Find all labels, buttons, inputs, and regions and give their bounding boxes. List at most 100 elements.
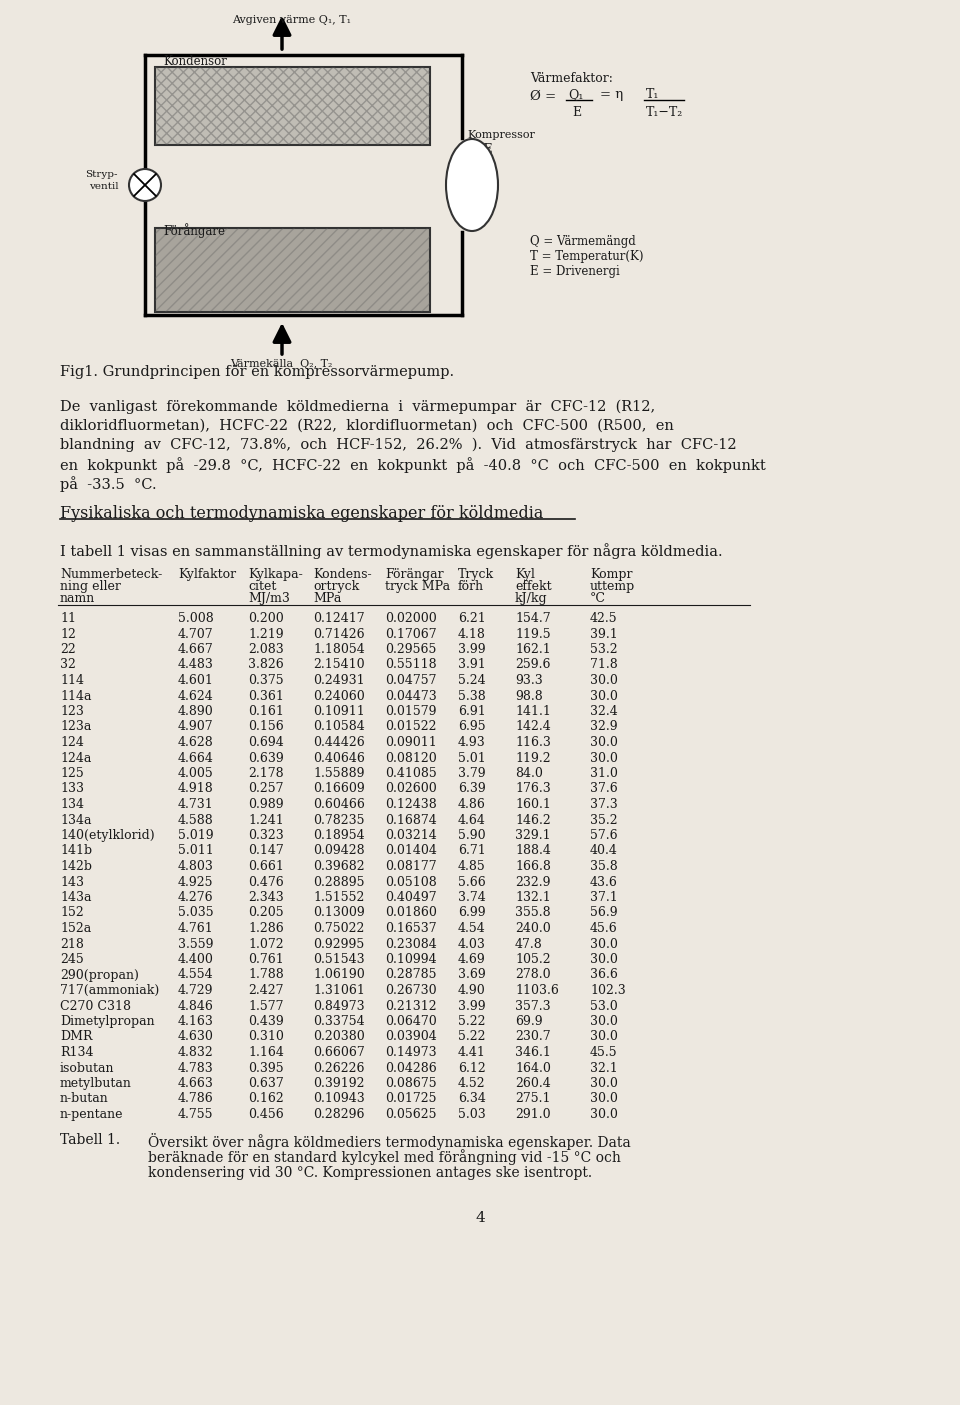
Text: 0.33754: 0.33754 (313, 1014, 365, 1028)
Text: 4.664: 4.664 (178, 752, 214, 764)
Text: 0.21312: 0.21312 (385, 999, 437, 1013)
Text: 0.162: 0.162 (248, 1093, 284, 1106)
Text: 0.28785: 0.28785 (385, 968, 437, 982)
Text: 0.04757: 0.04757 (385, 674, 437, 687)
Text: blandning  av  CFC-12,  73.8%,  och  HCF-152,  26.2%  ).  Vid  atmosfärstryck  h: blandning av CFC-12, 73.8%, och HCF-152,… (60, 438, 736, 452)
Text: 0.84973: 0.84973 (313, 999, 365, 1013)
Text: 0.04286: 0.04286 (385, 1062, 437, 1075)
Text: 4.69: 4.69 (458, 953, 486, 967)
Text: 47.8: 47.8 (515, 937, 542, 951)
Text: R134: R134 (60, 1045, 93, 1059)
Text: 0.06470: 0.06470 (385, 1014, 437, 1028)
Text: 6.91: 6.91 (458, 705, 486, 718)
Text: 53.0: 53.0 (590, 999, 617, 1013)
Text: 1.164: 1.164 (248, 1045, 284, 1059)
Text: 4.41: 4.41 (458, 1045, 486, 1059)
Text: 0.39682: 0.39682 (313, 860, 365, 873)
Text: 357.3: 357.3 (515, 999, 551, 1013)
Text: 4.803: 4.803 (178, 860, 214, 873)
Text: 4.03: 4.03 (458, 937, 486, 951)
Text: 1.577: 1.577 (248, 999, 283, 1013)
Text: Ø =: Ø = (530, 90, 556, 103)
Text: n-pentane: n-pentane (60, 1109, 124, 1121)
Text: 30.0: 30.0 (590, 736, 618, 749)
Text: T₁: T₁ (646, 89, 660, 101)
Text: 4.85: 4.85 (458, 860, 486, 873)
Text: 152a: 152a (60, 922, 91, 934)
Text: 32: 32 (60, 659, 76, 672)
Text: 4.846: 4.846 (178, 999, 214, 1013)
Text: 4: 4 (475, 1211, 485, 1225)
Text: 3.74: 3.74 (458, 891, 486, 903)
Text: 0.10994: 0.10994 (385, 953, 437, 967)
Text: 4.667: 4.667 (178, 643, 214, 656)
Text: 69.9: 69.9 (515, 1014, 542, 1028)
Text: ortryck: ortryck (313, 580, 359, 593)
Text: namn: namn (60, 592, 95, 606)
Text: 30.0: 30.0 (590, 1109, 618, 1121)
Text: 346.1: 346.1 (515, 1045, 551, 1059)
Text: 4.755: 4.755 (178, 1109, 213, 1121)
Text: 2.15410: 2.15410 (313, 659, 365, 672)
Text: 3.826: 3.826 (248, 659, 284, 672)
Text: 143a: 143a (60, 891, 91, 903)
Text: 355.8: 355.8 (515, 906, 551, 919)
Text: 119.2: 119.2 (515, 752, 551, 764)
Text: 30.0: 30.0 (590, 953, 618, 967)
Text: 4.628: 4.628 (178, 736, 214, 749)
Text: 0.16537: 0.16537 (385, 922, 437, 934)
Text: Stryp-: Stryp- (85, 170, 117, 178)
Text: 125: 125 (60, 767, 84, 780)
Text: 3.79: 3.79 (458, 767, 486, 780)
Text: 4.729: 4.729 (178, 983, 213, 998)
Text: 140(etylklorid): 140(etylklorid) (60, 829, 155, 842)
Text: 5.22: 5.22 (458, 1030, 486, 1044)
Text: 5.011: 5.011 (178, 844, 214, 857)
Text: ←E: ←E (474, 143, 493, 156)
Text: 84.0: 84.0 (515, 767, 542, 780)
Text: 4.624: 4.624 (178, 690, 214, 702)
Text: 4.18: 4.18 (458, 628, 486, 641)
Text: 143: 143 (60, 875, 84, 888)
Text: 123a: 123a (60, 721, 91, 733)
Text: 0.39192: 0.39192 (313, 1078, 365, 1090)
Text: 0.08177: 0.08177 (385, 860, 437, 873)
Text: 1.06190: 1.06190 (313, 968, 365, 982)
Text: 0.01725: 0.01725 (385, 1093, 437, 1106)
Text: 30.0: 30.0 (590, 1014, 618, 1028)
Text: 0.761: 0.761 (248, 953, 284, 967)
Text: 0.71426: 0.71426 (313, 628, 365, 641)
Text: 56.9: 56.9 (590, 906, 617, 919)
Text: 134a: 134a (60, 813, 91, 826)
Text: 57.6: 57.6 (590, 829, 617, 842)
Text: 114a: 114a (60, 690, 91, 702)
Text: 176.3: 176.3 (515, 783, 551, 795)
Text: Fig1. Grundprincipen för en kompressorvärmepump.: Fig1. Grundprincipen för en kompressorvä… (60, 365, 454, 379)
Text: 6.95: 6.95 (458, 721, 486, 733)
Text: MJ/m3: MJ/m3 (248, 592, 290, 606)
Text: 218: 218 (60, 937, 84, 951)
Text: 0.694: 0.694 (248, 736, 284, 749)
Text: 30.0: 30.0 (590, 690, 618, 702)
Text: 0.02000: 0.02000 (385, 613, 437, 625)
Text: 11: 11 (60, 613, 76, 625)
Text: 0.17067: 0.17067 (385, 628, 437, 641)
Text: 0.26730: 0.26730 (385, 983, 437, 998)
Text: 0.40646: 0.40646 (313, 752, 365, 764)
Text: 0.14973: 0.14973 (385, 1045, 437, 1059)
Text: 0.161: 0.161 (248, 705, 284, 718)
Text: 329.1: 329.1 (515, 829, 551, 842)
Text: 0.637: 0.637 (248, 1078, 284, 1090)
Text: 1.18054: 1.18054 (313, 643, 365, 656)
Text: 0.16609: 0.16609 (313, 783, 365, 795)
Text: 5.03: 5.03 (458, 1109, 486, 1121)
Text: 1.55889: 1.55889 (313, 767, 365, 780)
Text: 30.0: 30.0 (590, 752, 618, 764)
Text: 0.02600: 0.02600 (385, 783, 437, 795)
Text: 0.05625: 0.05625 (385, 1109, 437, 1121)
Text: 0.01579: 0.01579 (385, 705, 437, 718)
Text: 0.28296: 0.28296 (313, 1109, 365, 1121)
Text: 4.786: 4.786 (178, 1093, 214, 1106)
Text: 4.925: 4.925 (178, 875, 213, 888)
Text: 5.66: 5.66 (458, 875, 486, 888)
